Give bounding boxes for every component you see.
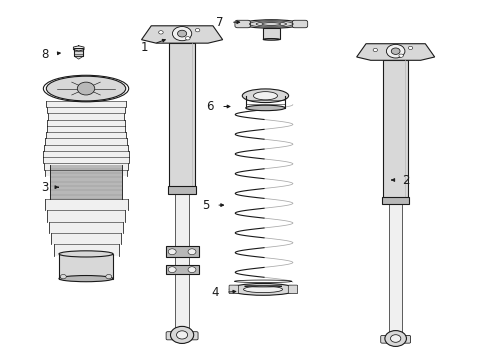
Bar <box>74 48 83 56</box>
Text: 1: 1 <box>141 41 148 54</box>
Polygon shape <box>356 44 434 60</box>
Circle shape <box>390 335 400 342</box>
Bar <box>47 120 124 126</box>
Circle shape <box>195 28 200 32</box>
Circle shape <box>177 30 186 37</box>
Bar <box>165 265 198 274</box>
Bar <box>263 28 279 39</box>
Circle shape <box>185 37 190 40</box>
Bar <box>388 204 401 336</box>
Ellipse shape <box>229 283 296 295</box>
Bar <box>167 186 196 194</box>
Bar <box>50 165 122 199</box>
Ellipse shape <box>245 105 285 111</box>
Circle shape <box>187 249 196 255</box>
Bar <box>51 233 121 244</box>
Bar <box>383 60 407 201</box>
Bar <box>46 132 126 139</box>
Bar <box>43 145 128 151</box>
FancyBboxPatch shape <box>234 20 250 28</box>
Circle shape <box>168 267 176 273</box>
Ellipse shape <box>243 286 282 293</box>
Bar <box>169 43 194 190</box>
Ellipse shape <box>46 76 125 101</box>
Circle shape <box>176 331 187 339</box>
Bar <box>45 170 127 176</box>
Bar <box>47 107 124 113</box>
Bar <box>388 60 401 336</box>
Circle shape <box>390 48 399 54</box>
Bar <box>381 197 408 204</box>
Ellipse shape <box>263 39 279 40</box>
FancyBboxPatch shape <box>166 332 198 340</box>
Circle shape <box>105 274 111 279</box>
Bar <box>48 113 124 120</box>
Ellipse shape <box>242 20 300 28</box>
FancyBboxPatch shape <box>228 285 238 294</box>
Text: 5: 5 <box>202 199 209 212</box>
Bar <box>175 43 188 332</box>
Polygon shape <box>74 56 83 59</box>
Circle shape <box>407 46 412 50</box>
Bar <box>44 163 128 170</box>
Ellipse shape <box>242 89 288 103</box>
Text: 8: 8 <box>41 48 48 61</box>
FancyBboxPatch shape <box>288 285 297 294</box>
Text: 2: 2 <box>401 174 408 186</box>
Bar <box>49 222 123 233</box>
Circle shape <box>187 267 196 273</box>
Bar <box>43 157 128 163</box>
Text: 6: 6 <box>206 100 214 113</box>
Bar <box>175 194 188 332</box>
FancyBboxPatch shape <box>380 336 410 343</box>
Text: 7: 7 <box>216 16 224 29</box>
Circle shape <box>60 274 66 279</box>
Circle shape <box>372 48 377 51</box>
Bar <box>43 151 128 157</box>
Bar <box>46 101 125 107</box>
Ellipse shape <box>59 251 113 257</box>
Circle shape <box>384 330 406 346</box>
Bar <box>44 139 127 145</box>
Circle shape <box>158 31 163 34</box>
Text: 3: 3 <box>41 181 48 194</box>
Circle shape <box>170 327 193 343</box>
Circle shape <box>77 82 95 95</box>
Circle shape <box>398 54 403 57</box>
Text: 4: 4 <box>211 287 219 300</box>
Bar <box>47 210 125 222</box>
Ellipse shape <box>59 275 113 282</box>
Circle shape <box>168 249 176 255</box>
Bar <box>44 199 127 210</box>
Circle shape <box>386 44 404 58</box>
Bar <box>47 126 125 132</box>
Polygon shape <box>141 26 222 43</box>
Bar <box>165 246 198 257</box>
FancyBboxPatch shape <box>292 20 307 28</box>
Bar <box>54 244 118 256</box>
Ellipse shape <box>253 92 277 100</box>
Circle shape <box>172 27 191 41</box>
Bar <box>59 254 113 279</box>
